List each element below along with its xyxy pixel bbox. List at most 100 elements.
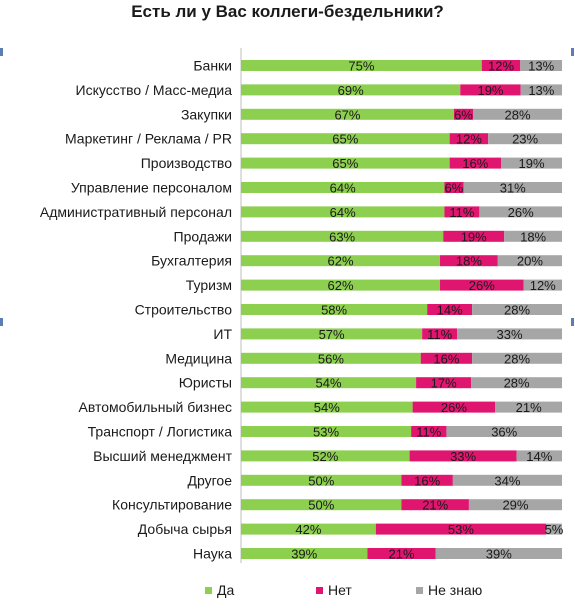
category-label: Закупки <box>181 106 232 122</box>
data-label: 62% <box>327 254 353 269</box>
category-label: Банки <box>193 58 232 74</box>
data-label: 28% <box>504 351 530 366</box>
bar-segment-dont-know <box>463 182 562 193</box>
category-label: Туризм <box>186 277 232 293</box>
bar-segment-yes <box>241 450 410 462</box>
bar-segment-dont-know <box>452 474 562 486</box>
bar-segment-dont-know <box>472 352 562 364</box>
bar-segment-dont-know <box>497 255 562 267</box>
bar-segment-yes <box>241 182 445 193</box>
bar-segment-yes <box>241 499 402 511</box>
data-label: 56% <box>318 351 344 366</box>
data-label: 53% <box>448 522 474 537</box>
category-label: Искусство / Масс-медиа <box>76 82 233 98</box>
bar-segment-dont-know <box>495 401 562 413</box>
category-label: Добыча сырья <box>138 521 232 537</box>
bar-segment-yes <box>241 133 450 145</box>
bar-segment-dont-know <box>473 108 562 120</box>
frame-corner-mark <box>0 318 3 326</box>
data-label: 26% <box>508 205 534 220</box>
data-label: 69% <box>338 83 364 98</box>
bar-segment-no <box>444 182 464 193</box>
bar-segment-yes <box>241 377 417 389</box>
data-label: 50% <box>308 473 334 488</box>
category-label: Другое <box>188 472 233 488</box>
category-label: Медицина <box>165 350 232 366</box>
category-label: Бухгалтерия <box>151 253 232 269</box>
category-label: Автомобильный бизнес <box>78 399 232 415</box>
category-label: Производство <box>141 155 232 171</box>
bar-segment-no <box>411 426 447 437</box>
category-label: ИТ <box>213 326 232 342</box>
data-label: 14% <box>437 303 463 318</box>
data-label: 54% <box>314 400 340 415</box>
bars-layer: Банки 75% 12% 13% Искусство / Масс-медиа 69% 1… <box>40 58 564 562</box>
data-label: 23% <box>512 132 538 147</box>
bar-segment-yes <box>241 352 421 364</box>
data-label: 36% <box>491 425 517 440</box>
legend-swatch <box>205 587 212 594</box>
frame-corner-mark <box>571 48 574 56</box>
data-label: 57% <box>319 327 345 342</box>
bar-segment-no <box>443 230 505 242</box>
bar-segment-dont-know <box>516 450 562 462</box>
bar-segment-no <box>412 401 496 413</box>
data-label: 21% <box>388 547 414 562</box>
legend: Да Нет Не знаю <box>205 582 482 598</box>
bar-segment-no <box>422 328 458 340</box>
data-label: 13% <box>528 83 554 98</box>
bar-segment-dont-know <box>468 499 562 511</box>
data-label: 75% <box>348 59 374 74</box>
bar-segment-dont-know <box>545 523 562 535</box>
data-label: 33% <box>450 449 476 464</box>
category-label: Консультирование <box>112 497 232 513</box>
data-label: 11% <box>427 327 452 342</box>
category-label: Транспорт / Логистика <box>88 424 233 440</box>
frame-corner-mark <box>0 48 3 56</box>
data-label: 28% <box>504 376 530 391</box>
category-label: Управление персоналом <box>71 180 232 196</box>
category-label: Строительство <box>135 302 233 318</box>
data-label: 16% <box>462 156 488 171</box>
data-label: 64% <box>330 205 356 220</box>
category-label: Административный персонал <box>40 204 232 220</box>
bar-segment-no <box>409 450 517 462</box>
legend-label: Нет <box>328 582 352 598</box>
data-label: 34% <box>494 473 520 488</box>
data-label: 20% <box>517 254 543 269</box>
data-label: 67% <box>334 107 360 122</box>
data-label: 19% <box>461 229 487 244</box>
bar-segment-yes <box>241 255 441 267</box>
bar-segment-yes <box>241 304 428 315</box>
data-label: 12% <box>456 132 482 147</box>
bar-segment-no <box>444 206 480 218</box>
bar-segment-no <box>367 548 436 559</box>
data-label: 26% <box>469 278 495 293</box>
data-label: 33% <box>497 327 523 342</box>
bar-segment-yes <box>241 60 482 71</box>
data-label: 16% <box>414 473 440 488</box>
bar-segment-no <box>420 352 473 364</box>
data-label: 17% <box>431 376 457 391</box>
data-label: 18% <box>456 254 482 269</box>
data-label: 54% <box>316 376 342 391</box>
bar-segment-no <box>440 255 498 267</box>
data-label: 11% <box>449 205 474 220</box>
bar-segment-dont-know <box>520 84 562 96</box>
data-label: 39% <box>291 547 317 562</box>
bar-segment-no <box>427 304 473 315</box>
data-label: 16% <box>433 351 459 366</box>
category-label: Высший менеджмент <box>93 448 232 464</box>
data-label: 6% <box>454 107 473 122</box>
bar-segment-yes <box>241 328 423 340</box>
bar-segment-no <box>401 474 453 486</box>
data-label: 19% <box>477 83 503 98</box>
bar-segment-no <box>416 377 472 389</box>
frame-corner-mark <box>571 318 574 326</box>
bar-segment-dont-know <box>435 548 562 559</box>
data-label: 13% <box>528 59 554 74</box>
bar-segment-yes <box>241 279 441 291</box>
bar-segment-yes <box>241 230 444 242</box>
data-label: 62% <box>327 278 353 293</box>
